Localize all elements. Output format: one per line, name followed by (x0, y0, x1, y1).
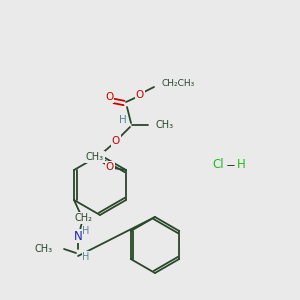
Text: CH₂: CH₂ (74, 213, 92, 223)
Text: O: O (112, 136, 120, 146)
Text: CH₃: CH₃ (156, 120, 174, 130)
Text: H: H (237, 158, 245, 172)
Text: Cl: Cl (212, 158, 224, 172)
Text: CH₃: CH₃ (86, 152, 104, 162)
Text: O: O (136, 90, 144, 100)
Text: H: H (119, 115, 127, 125)
Text: O: O (106, 162, 114, 172)
Text: CH₃: CH₃ (35, 244, 53, 254)
Text: CH₂CH₃: CH₂CH₃ (161, 79, 194, 88)
Text: −: − (226, 158, 236, 172)
Text: N: N (74, 230, 82, 242)
Text: H: H (82, 252, 90, 262)
Text: O: O (105, 92, 113, 102)
Text: H: H (82, 226, 90, 236)
